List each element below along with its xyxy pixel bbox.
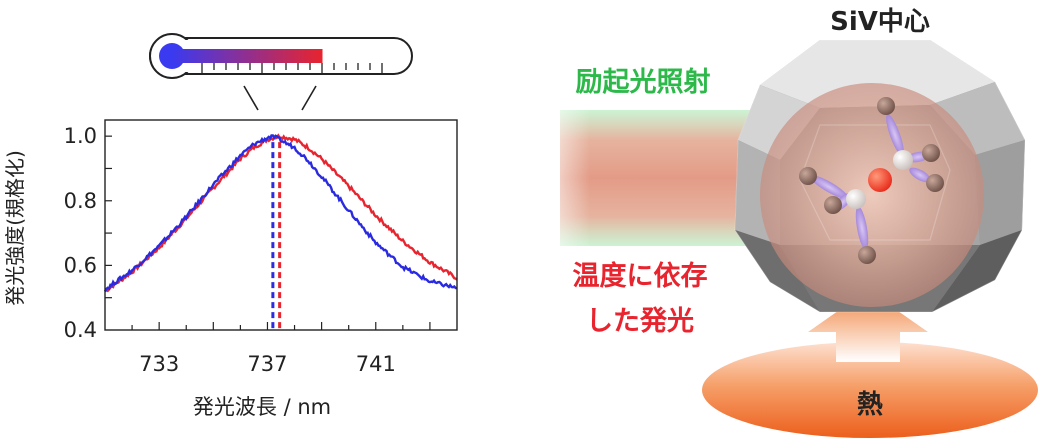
thermometer-icon [149,33,413,79]
excitation-beam [560,110,760,246]
zoom-line-left [243,85,259,111]
y-tick-label: 0.4 [64,318,97,342]
vacancy-atom [868,168,892,192]
siv-center-title: SiV中心 [830,7,930,37]
carbon-atom [926,174,944,192]
bond [809,175,849,199]
bond [855,206,869,250]
zoom-line-right [301,85,317,111]
heat-label: 熱 [857,390,883,420]
bond [909,167,931,183]
carbon-atom [799,167,817,185]
x-axis-label: 発光波長 / nm [193,395,331,419]
y-tick-label: 0.8 [64,189,97,213]
emission-spectrum-chart: 733 737 741 0.4 0.6 0.8 1.0 発光波長 / nm 発光強度(規格化… [3,119,458,419]
excitation-label: 励起光照射 [576,67,711,98]
plot-frame [104,119,458,331]
silicon-atom [893,150,913,170]
heat-source [702,342,1038,438]
emission-label-line2: した発光 [586,306,694,337]
carbon-atom [858,246,876,264]
siv-molecule [799,97,944,264]
y-tick-label: 1.0 [64,124,97,148]
x-tick-label: 733 [139,352,179,376]
carbon-atom [824,196,842,214]
carbon-atom [877,97,895,115]
emission-glow [760,83,984,307]
bond [886,114,904,156]
series-line-blue [103,134,458,293]
silicon-atom [846,189,866,209]
emission-label-line1: 温度に依存 [573,260,708,292]
x-tick-label: 737 [247,352,287,376]
series-line-red [104,133,458,293]
x-tick-label: 741 [356,352,396,376]
y-tick-label: 0.6 [64,253,97,277]
carbon-atom [922,144,940,162]
thermometer-fill [172,49,323,63]
heat-arrow-icon [808,290,928,362]
y-axis-label: 発光強度(規格化) [3,150,27,306]
